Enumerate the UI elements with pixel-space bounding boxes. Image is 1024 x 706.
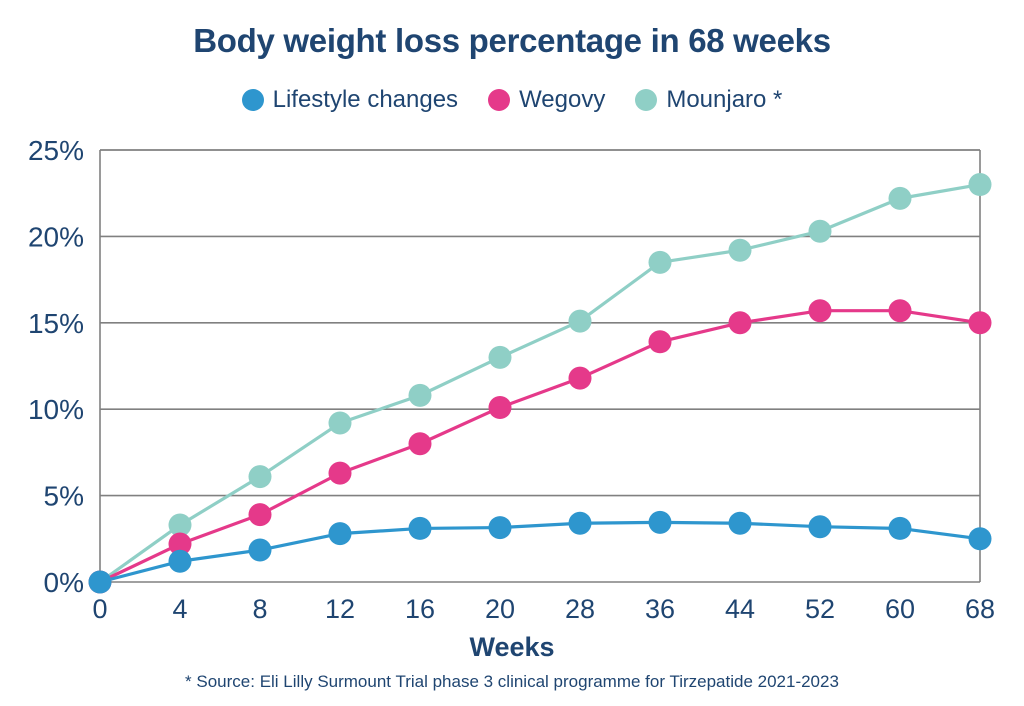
- data-point-lifestyle-changes[interactable]: [728, 511, 752, 535]
- x-axis-tick-label: 68: [965, 594, 995, 624]
- x-axis-tick-label: 52: [805, 594, 835, 624]
- data-point-mounjaro[interactable]: [328, 411, 352, 435]
- x-axis-tick-label: 36: [645, 594, 675, 624]
- legend-item-lifestyle-changes[interactable]: Lifestyle changes: [241, 86, 459, 113]
- page-title: Body weight loss percentage in 68 weeks: [193, 22, 831, 59]
- x-axis-tick-label: 4: [172, 594, 187, 624]
- data-point-mounjaro[interactable]: [648, 250, 672, 274]
- chart-legend: Lifestyle changes Wegovy Mounjaro *: [0, 88, 1024, 112]
- data-point-lifestyle-changes[interactable]: [568, 511, 592, 535]
- legend-marker-icon-mounjaro: [635, 89, 658, 111]
- data-point-wegovy[interactable]: [328, 461, 352, 485]
- y-axis-tick-label: 0%: [44, 567, 84, 598]
- data-point-wegovy[interactable]: [88, 570, 112, 594]
- x-axis-tick-label: 60: [885, 594, 915, 624]
- x-axis-tick-label: 28: [565, 594, 595, 624]
- data-point-wegovy[interactable]: [728, 311, 752, 335]
- legend-item-mounjaro[interactable]: Mounjaro *: [635, 88, 782, 112]
- data-point-lifestyle-changes[interactable]: [88, 570, 112, 594]
- plot-background: [100, 150, 980, 582]
- y-axis-tick-label: 10%: [28, 394, 84, 425]
- y-axis-tick-label: 25%: [28, 135, 84, 166]
- x-axis-tick-label: 16: [405, 594, 435, 624]
- data-point-lifestyle-changes[interactable]: [488, 516, 512, 540]
- data-point-lifestyle-changes[interactable]: [648, 510, 672, 534]
- legend-marker-icon-wegovy: [488, 89, 511, 111]
- data-point-lifestyle-changes[interactable]: [328, 522, 352, 546]
- data-point-mounjaro[interactable]: [88, 570, 112, 594]
- data-point-wegovy[interactable]: [968, 311, 992, 335]
- series-line-lifestyle-changes: [98, 520, 982, 584]
- data-point-lifestyle-changes[interactable]: [808, 515, 832, 539]
- x-axis-tick-label: 8: [252, 594, 267, 624]
- data-point-mounjaro[interactable]: [968, 173, 992, 197]
- x-axis-tick-label: 20: [485, 594, 515, 624]
- data-point-wegovy[interactable]: [888, 299, 912, 323]
- series-line-wegovy: [98, 309, 982, 584]
- data-point-mounjaro[interactable]: [888, 186, 912, 210]
- x-axis-tick-label: 44: [725, 594, 755, 624]
- data-point-wegovy[interactable]: [648, 330, 672, 354]
- data-point-mounjaro[interactable]: [248, 465, 272, 489]
- y-axis-tick-label: 15%: [28, 308, 84, 339]
- legend-item-wegovy[interactable]: Wegovy: [488, 88, 605, 112]
- data-point-mounjaro[interactable]: [408, 383, 432, 407]
- data-point-mounjaro[interactable]: [488, 345, 512, 369]
- data-point-lifestyle-changes[interactable]: [248, 538, 272, 562]
- y-axis-tick-label: 5%: [44, 481, 84, 512]
- data-point-wegovy[interactable]: [488, 395, 512, 419]
- x-axis-title: Weeks: [469, 632, 555, 662]
- legend-marker-icon-lifestyle-changes: [241, 89, 264, 111]
- data-point-lifestyle-changes[interactable]: [408, 516, 432, 540]
- data-point-wegovy[interactable]: [248, 503, 272, 527]
- data-point-lifestyle-changes[interactable]: [968, 527, 992, 551]
- legend-label-wegovy: Wegovy: [519, 86, 606, 113]
- data-point-mounjaro[interactable]: [808, 219, 832, 243]
- data-point-lifestyle-changes[interactable]: [168, 549, 192, 573]
- legend-label-mounjaro: Mounjaro *: [666, 86, 783, 113]
- data-point-wegovy[interactable]: [168, 532, 192, 556]
- data-point-wegovy[interactable]: [808, 299, 832, 323]
- x-axis-tick-label: 12: [325, 594, 355, 624]
- data-point-wegovy[interactable]: [568, 366, 592, 390]
- x-axis-tick-label: 0: [92, 594, 107, 624]
- legend-label-lifestyle-changes: Lifestyle changes: [272, 86, 459, 113]
- y-axis-tick-label: 20%: [28, 221, 84, 252]
- data-point-mounjaro[interactable]: [728, 238, 752, 262]
- data-point-mounjaro[interactable]: [568, 309, 592, 333]
- source-footnote: * Source: Eli Lilly Surmount Trial phase…: [185, 672, 839, 691]
- series-line-mounjaro: [98, 182, 982, 584]
- data-point-lifestyle-changes[interactable]: [888, 516, 912, 540]
- data-point-wegovy[interactable]: [408, 432, 432, 456]
- data-point-mounjaro[interactable]: [168, 513, 192, 537]
